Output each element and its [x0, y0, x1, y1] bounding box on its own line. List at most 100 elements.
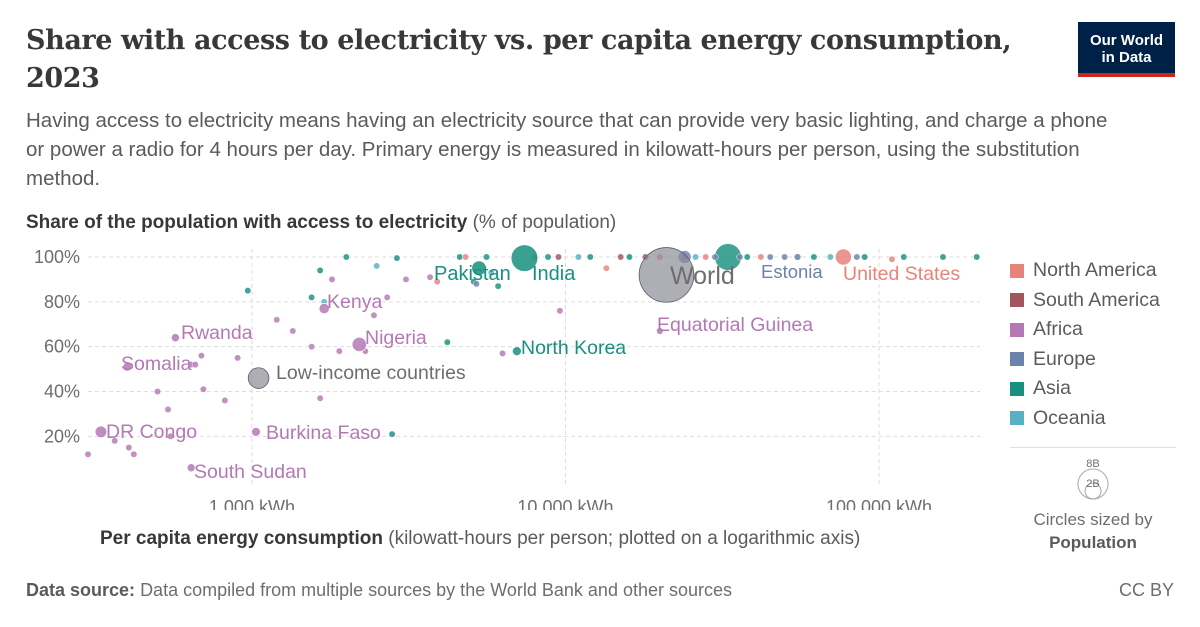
data-point[interactable] [757, 253, 765, 261]
data-point[interactable] [247, 367, 270, 389]
data-point[interactable] [766, 253, 774, 261]
data-point[interactable] [472, 280, 480, 288]
data-point[interactable] [736, 253, 744, 261]
data-point[interactable] [426, 273, 434, 281]
data-point[interactable] [487, 269, 495, 277]
point-label[interactable]: Equatorial Guinea [657, 314, 813, 336]
data-point[interactable] [556, 307, 564, 315]
data-point[interactable] [170, 333, 181, 343]
data-point[interactable] [273, 316, 281, 324]
point-label[interactable]: Rwanda [181, 322, 253, 344]
data-point[interactable] [574, 253, 582, 261]
data-point[interactable] [510, 244, 539, 272]
scatter-plot[interactable]: 20% 40% 60% 80% 100% 1,000 kWh 10,000 kWh 100,0… [0, 0, 1000, 510]
data-point[interactable] [318, 302, 330, 315]
data-point[interactable] [443, 338, 451, 346]
point-label[interactable]: Kenya [327, 291, 382, 313]
data-point[interactable] [197, 352, 205, 360]
point-label[interactable]: DR Congo [106, 421, 197, 443]
data-point[interactable] [702, 253, 710, 261]
data-point[interactable] [373, 262, 381, 270]
data-point[interactable] [655, 327, 664, 335]
point-label[interactable]: North Korea [521, 337, 626, 359]
data-point[interactable] [221, 397, 229, 404]
data-point[interactable] [462, 253, 469, 261]
data-point[interactable] [973, 253, 981, 261]
data-point[interactable] [199, 385, 207, 393]
point-label[interactable]: South Sudan [194, 461, 307, 483]
legend-item[interactable]: Europe [1010, 345, 1160, 375]
point-label[interactable]: Nigeria [365, 327, 427, 349]
data-point[interactable] [861, 253, 869, 261]
legend-item[interactable]: Africa [1010, 315, 1160, 345]
data-point[interactable] [483, 253, 490, 261]
point-label[interactable]: Estonia [761, 261, 823, 282]
data-point[interactable] [335, 347, 343, 355]
data-point[interactable] [781, 253, 789, 261]
legend-item[interactable]: Oceania [1010, 404, 1160, 434]
data-point[interactable] [84, 450, 92, 458]
point-label[interactable]: World [670, 262, 735, 290]
owid-logo[interactable]: Our World in Data [1078, 22, 1175, 77]
data-point[interactable] [328, 275, 336, 283]
data-point[interactable] [499, 349, 506, 357]
point-label[interactable]: Low-income countries [276, 362, 466, 384]
point-label[interactable]: Somalia [121, 353, 192, 375]
data-point[interactable] [743, 253, 751, 261]
data-point[interactable] [626, 253, 633, 261]
data-point[interactable] [342, 253, 350, 261]
data-point[interactable] [393, 254, 401, 262]
data-point[interactable] [164, 406, 172, 413]
data-point[interactable] [351, 336, 367, 353]
data-point[interactable] [111, 437, 119, 445]
data-point[interactable] [692, 253, 700, 261]
data-point[interactable] [130, 450, 138, 458]
data-point[interactable] [167, 432, 174, 440]
data-point[interactable] [638, 247, 695, 303]
point-label[interactable]: India [532, 263, 576, 285]
data-point[interactable] [370, 311, 378, 319]
data-point[interactable] [234, 354, 242, 362]
point-label[interactable]: United States [843, 263, 960, 285]
data-point[interactable] [810, 253, 818, 261]
point-label[interactable]: Burkina Faso [266, 422, 381, 444]
data-point[interactable] [383, 293, 391, 301]
data-point[interactable] [471, 260, 487, 276]
data-point[interactable] [94, 425, 108, 439]
data-point[interactable] [555, 253, 562, 261]
data-point[interactable] [289, 327, 297, 335]
data-point[interactable] [316, 394, 324, 402]
data-point[interactable] [617, 253, 625, 261]
data-point[interactable] [122, 362, 132, 372]
data-point[interactable] [388, 430, 396, 438]
data-point[interactable] [494, 282, 502, 290]
data-point[interactable] [125, 444, 133, 452]
data-point[interactable] [888, 255, 896, 263]
data-point[interactable] [433, 278, 441, 286]
data-point[interactable] [793, 253, 802, 261]
data-point[interactable] [456, 253, 464, 261]
data-point[interactable] [586, 253, 594, 261]
legend-item[interactable]: Asia [1010, 374, 1160, 404]
data-point[interactable] [939, 253, 947, 261]
data-point[interactable] [244, 287, 252, 295]
data-point[interactable] [711, 253, 719, 261]
legend-item[interactable]: South America [1010, 286, 1160, 316]
data-point[interactable] [834, 248, 852, 266]
point-label[interactable]: Pakistan [434, 263, 511, 285]
license-link[interactable]: CC BY [1118, 580, 1174, 600]
data-point[interactable] [511, 346, 522, 357]
data-point[interactable] [826, 253, 834, 261]
data-point[interactable] [251, 426, 261, 437]
data-point[interactable] [900, 253, 908, 261]
data-point[interactable] [853, 253, 861, 261]
data-point[interactable] [602, 264, 610, 272]
data-point[interactable] [544, 253, 552, 261]
data-point[interactable] [308, 343, 316, 351]
data-point[interactable] [308, 293, 316, 301]
data-point[interactable] [186, 463, 196, 473]
data-point[interactable] [316, 267, 324, 274]
data-point[interactable] [191, 361, 199, 369]
legend-item[interactable]: North America [1010, 256, 1160, 286]
data-point[interactable] [154, 388, 162, 395]
